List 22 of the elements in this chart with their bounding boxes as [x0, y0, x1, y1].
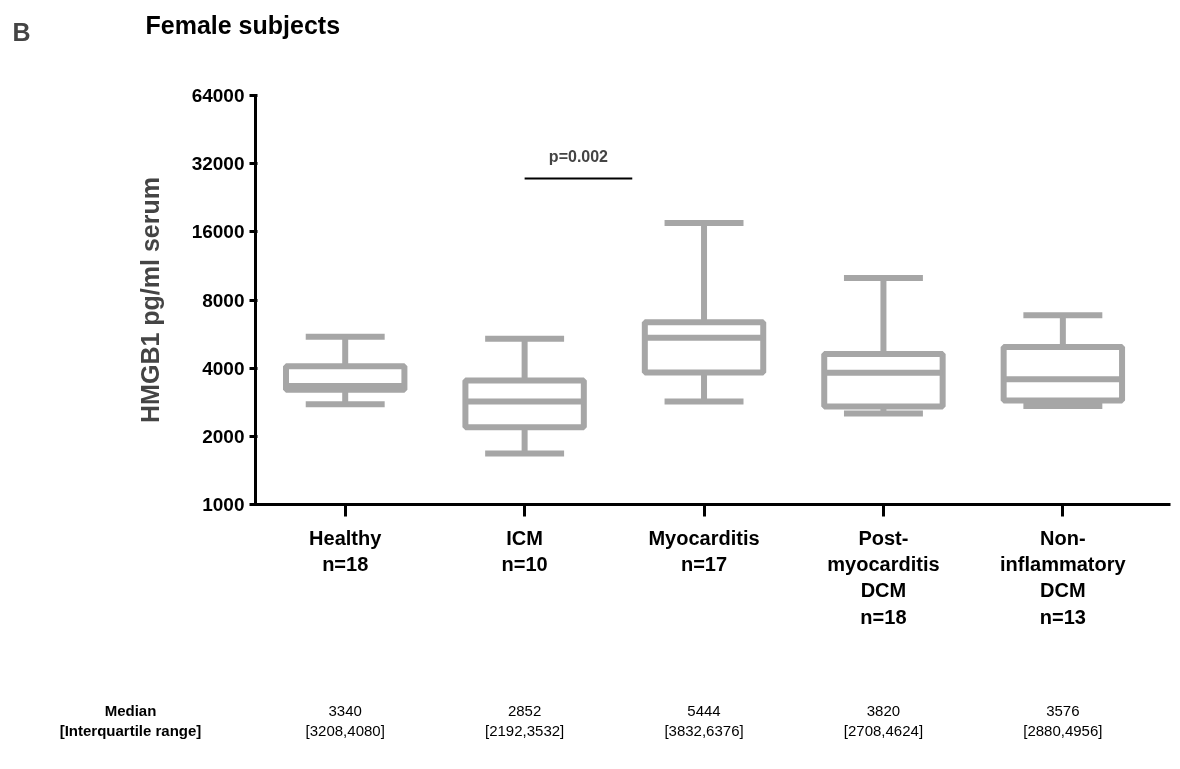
text: Median [Interquartile range] [59, 702, 202, 740]
x-tick-label: Post- myocarditis DCM n=18 [827, 526, 940, 628]
x-tick-label: Non- inflammatory DCM n=13 [1000, 526, 1127, 628]
y-tick-label: 2000 [202, 425, 245, 447]
y-tick-label: 4000 [202, 357, 245, 379]
annotation: p=0.002 [548, 147, 609, 165]
y-tick-label: 1000 [202, 494, 245, 515]
chart-title: Female subjects [145, 11, 341, 39]
text: 3576 [2880,4956] [1023, 702, 1103, 740]
y-tick-label: 64000 [191, 85, 245, 106]
y-tick-label: 32000 [191, 153, 245, 175]
y-tick-label: 16000 [191, 221, 245, 243]
text: 5444 [3832,6376] [664, 702, 744, 740]
x-tick-label: Healthy n=18 [309, 526, 383, 575]
text: 3820 [2708,4624] [843, 702, 924, 740]
y-tick-label: 8000 [202, 289, 245, 311]
text: B [12, 18, 31, 46]
text: 2852 [2192,3532] [485, 702, 565, 740]
text: 3340 [3208,4080] [305, 702, 385, 740]
x-tick-label: ICM n=10 [501, 526, 548, 575]
y-axis-title: HMGB1 pg/ml serum [135, 177, 164, 423]
x-tick-label: Myocarditis n=17 [648, 526, 760, 575]
